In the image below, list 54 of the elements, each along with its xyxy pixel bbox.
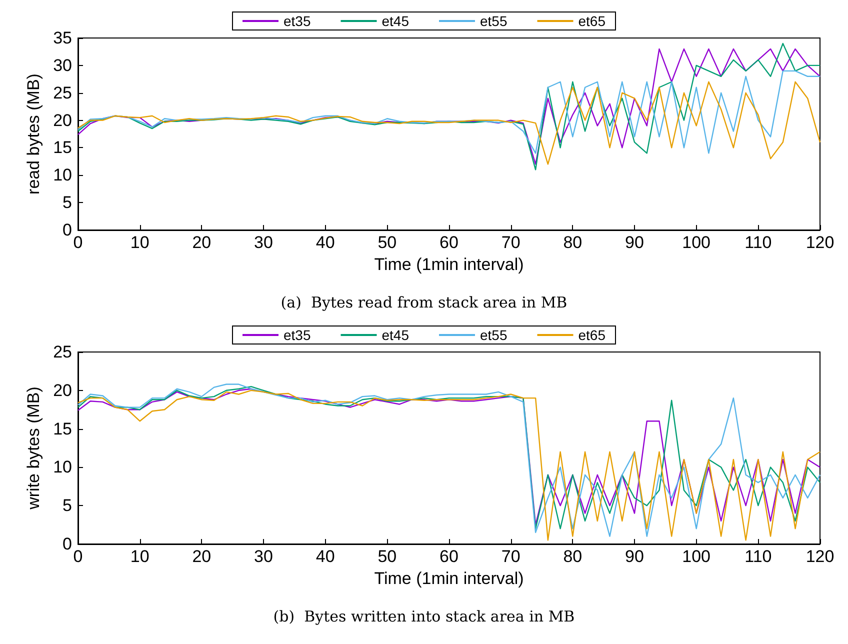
legend-label: et65 bbox=[578, 13, 606, 29]
y-tick-label: 0 bbox=[62, 534, 72, 554]
legend-label: et45 bbox=[382, 327, 410, 343]
x-tick-label: 40 bbox=[316, 233, 335, 252]
y-tick-label: 35 bbox=[53, 28, 72, 48]
legend-label: et35 bbox=[284, 327, 311, 343]
y-tick-label: 25 bbox=[53, 342, 72, 362]
y-tick-label: 5 bbox=[62, 496, 72, 516]
y-tick-label: 0 bbox=[62, 220, 72, 240]
y-tick-label: 20 bbox=[53, 110, 72, 130]
x-tick-label: 70 bbox=[501, 547, 520, 566]
y-tick-label: 10 bbox=[53, 166, 72, 185]
x-tick-label: 60 bbox=[440, 547, 458, 566]
x-tick-label: 100 bbox=[682, 547, 711, 566]
x-tick-label: 10 bbox=[130, 233, 150, 252]
x-tick-label: 120 bbox=[806, 233, 834, 252]
x-axis-title: Time (1min interval) bbox=[374, 568, 524, 588]
y-tick-label: 20 bbox=[53, 380, 72, 400]
x-tick-label: 50 bbox=[378, 233, 397, 252]
legend-label: et65 bbox=[578, 327, 606, 343]
line-series bbox=[77, 81, 821, 165]
x-tick-label: 50 bbox=[378, 547, 397, 566]
x-tick-label: 20 bbox=[192, 547, 212, 566]
x-tick-label: 80 bbox=[563, 233, 582, 252]
y-axis-title: read bytes (MB) bbox=[24, 74, 44, 194]
x-tick-label: 70 bbox=[501, 233, 520, 252]
x-tick-label: 100 bbox=[682, 233, 711, 252]
y-tick-label: 15 bbox=[53, 419, 72, 438]
y-tick-label: 15 bbox=[53, 138, 72, 158]
legend-label: et45 bbox=[382, 13, 410, 29]
x-tick-label: 90 bbox=[625, 547, 644, 566]
x-tick-label: 90 bbox=[625, 233, 644, 252]
text: (a) Bytes read from stack area in MB bbox=[280, 294, 568, 312]
x-tick-label: 110 bbox=[744, 547, 772, 566]
x-tick-label: 30 bbox=[254, 547, 273, 566]
x-axis-title: Time (1min interval) bbox=[374, 254, 524, 274]
x-tick-label: 80 bbox=[563, 547, 582, 566]
legend-label: et55 bbox=[480, 327, 508, 343]
x-tick-label: 40 bbox=[316, 547, 335, 566]
x-tick-label: 30 bbox=[254, 233, 273, 252]
legend-label: et35 bbox=[284, 13, 311, 29]
x-tick-label: 120 bbox=[806, 547, 834, 566]
legend-label: et55 bbox=[480, 13, 508, 29]
y-axis-title: write bytes (MB) bbox=[24, 386, 44, 510]
y-tick-label: 5 bbox=[62, 193, 72, 212]
y-tick-label: 10 bbox=[53, 458, 72, 477]
x-tick-label: 20 bbox=[192, 233, 212, 252]
x-tick-label: 10 bbox=[130, 547, 150, 566]
y-tick-label: 30 bbox=[53, 56, 72, 75]
line-series bbox=[77, 70, 821, 154]
y-tick-label: 25 bbox=[53, 83, 72, 102]
text: (b) Bytes written into stack area in MB bbox=[273, 608, 575, 626]
x-tick-label: 60 bbox=[440, 233, 458, 252]
x-tick-label: 110 bbox=[744, 233, 772, 252]
